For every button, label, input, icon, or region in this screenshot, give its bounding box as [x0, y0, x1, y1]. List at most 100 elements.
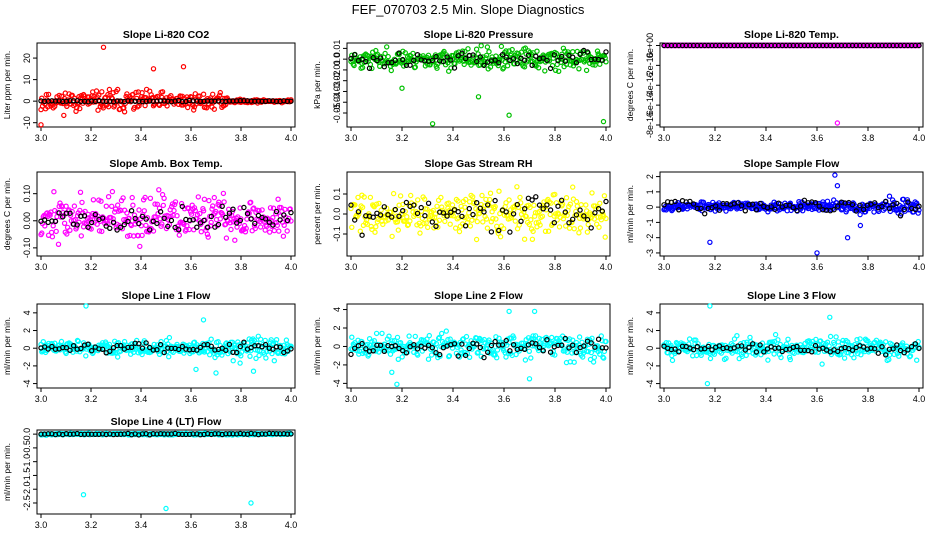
data-point — [356, 211, 362, 217]
data-point — [463, 196, 469, 203]
data-point — [487, 64, 494, 70]
reference-point — [595, 336, 602, 342]
reference-point — [577, 207, 583, 213]
reference-point — [742, 347, 749, 353]
reference-point — [581, 213, 587, 219]
data-point — [95, 107, 101, 113]
data-point — [827, 333, 834, 340]
data-point — [131, 212, 138, 218]
data-point — [77, 189, 84, 195]
data-point — [461, 61, 467, 68]
data-point — [526, 348, 533, 354]
data-point — [528, 355, 534, 361]
data-point — [598, 333, 605, 339]
panel-title: Slope Li-820 Temp. — [744, 29, 839, 41]
y-tick-label: -2.5 — [22, 495, 32, 511]
reference-point — [905, 347, 911, 353]
reference-point — [690, 201, 697, 207]
reference-point — [886, 205, 893, 212]
reference-point — [912, 206, 919, 213]
outlier-point — [200, 317, 207, 323]
data-point — [63, 203, 69, 209]
x-tick-label: 3.6 — [185, 262, 198, 272]
reference-point — [288, 209, 294, 216]
reference-point — [49, 343, 55, 350]
data-point — [120, 195, 126, 201]
data-point — [841, 355, 848, 361]
reference-point — [128, 207, 135, 214]
data-point — [602, 234, 608, 240]
reference-point — [370, 214, 376, 220]
data-point — [176, 232, 182, 238]
data-point — [267, 205, 274, 211]
x-tick-label: 4.0 — [285, 394, 298, 404]
reference-point — [812, 342, 819, 349]
data-point — [251, 222, 258, 229]
reference-point — [444, 54, 450, 60]
data-point — [152, 201, 158, 207]
data-point — [141, 208, 147, 214]
data-point — [251, 205, 257, 211]
y-tick-label: -0.02 — [332, 70, 342, 91]
data-point — [517, 194, 523, 201]
reference-point — [197, 344, 204, 351]
data-point — [886, 193, 893, 199]
data-point — [109, 188, 116, 195]
reference-point — [831, 206, 837, 213]
x-tick-label: 3.8 — [235, 133, 248, 143]
outlier-point — [429, 121, 436, 127]
data-point — [45, 104, 51, 110]
data-point — [108, 203, 115, 209]
data-point — [284, 228, 290, 234]
reference-point — [522, 346, 528, 352]
reference-point — [288, 346, 294, 352]
reference-point — [466, 205, 472, 212]
reference-point — [544, 337, 550, 343]
reference-point — [599, 208, 606, 214]
data-point — [470, 194, 476, 200]
data-point — [483, 52, 490, 59]
data-point — [583, 67, 590, 74]
reference-point — [348, 202, 354, 208]
reference-point — [38, 431, 44, 437]
reference-point — [702, 346, 708, 352]
data-point — [256, 352, 262, 359]
reference-point — [757, 342, 763, 348]
reference-point — [411, 202, 417, 208]
x-tick-label: 4.0 — [285, 262, 298, 272]
data-point — [268, 337, 274, 343]
x-tick-label: 3.4 — [135, 520, 148, 530]
data-point — [439, 204, 445, 210]
reference-point — [374, 57, 380, 64]
y-tick-label: -4 — [22, 380, 32, 388]
data-point — [458, 347, 464, 353]
reference-point — [753, 349, 760, 355]
data-point — [785, 336, 791, 342]
data-point — [165, 354, 172, 360]
data-point — [556, 68, 562, 75]
reference-point — [510, 211, 517, 217]
reference-point — [499, 52, 506, 58]
data-point — [364, 221, 370, 227]
data-point — [480, 219, 486, 225]
reference-point — [908, 343, 915, 350]
data-point — [436, 334, 443, 341]
data-point — [900, 340, 906, 346]
reference-point — [128, 344, 135, 350]
reference-point — [713, 203, 719, 209]
y-tick-label: -2 — [645, 234, 655, 242]
reference-point — [890, 346, 896, 352]
reference-point — [492, 197, 498, 204]
x-tick-label: 4.0 — [913, 262, 926, 272]
data-point — [143, 222, 149, 229]
data-point — [402, 208, 408, 215]
reference-point — [485, 202, 491, 208]
data-point — [105, 193, 112, 200]
data-point — [373, 330, 380, 337]
x-tick-label: 4.0 — [285, 133, 298, 143]
outlier-point — [83, 303, 89, 309]
data-point — [397, 193, 404, 199]
data-point — [273, 337, 280, 343]
reference-point — [389, 214, 395, 220]
reference-point — [425, 200, 432, 206]
